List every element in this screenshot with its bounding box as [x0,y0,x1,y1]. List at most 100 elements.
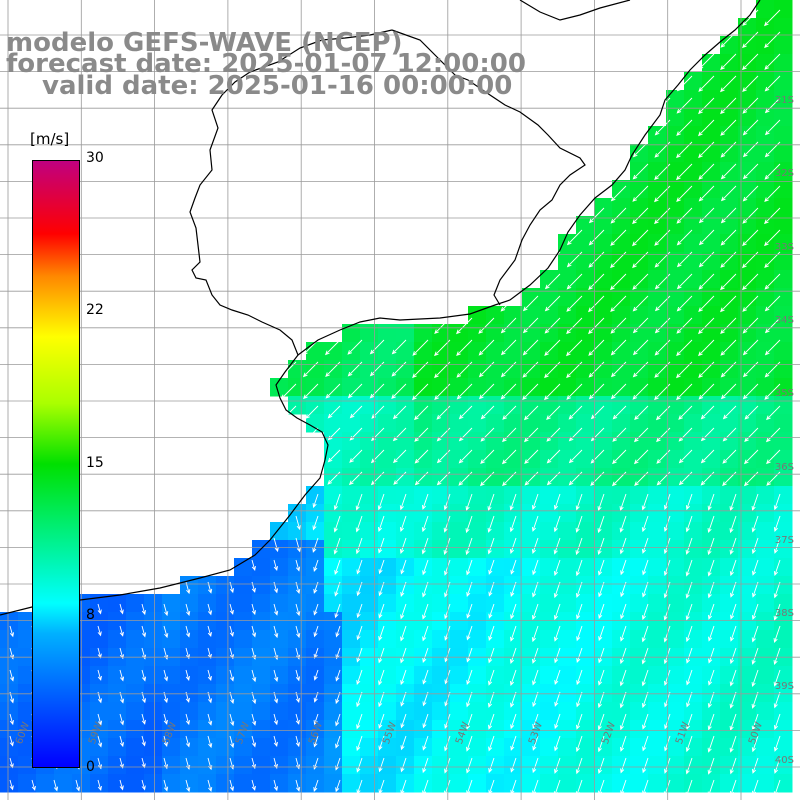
wind-cell [774,270,793,289]
wind-arrow [422,603,429,620]
wind-cell [522,774,541,793]
wind-cell [468,684,487,703]
wind-cell [396,558,415,577]
wind-arrow [698,207,715,224]
wind-cell [252,630,271,649]
wind-cell [738,432,757,451]
wind-cell [270,720,289,739]
wind-cell [540,432,559,451]
wind-cell [738,54,757,73]
wind-cell [774,450,793,469]
wind-cell [630,522,649,541]
wind-cell [702,342,721,361]
wind-arrow [378,691,385,708]
wind-cell [756,522,775,541]
wind-cell [234,612,253,631]
wind-cell [414,432,433,451]
wind-cell [414,504,433,523]
wind-arrow [764,185,781,202]
wind-cell [774,180,793,199]
wind-cell [414,684,433,703]
wind-cell [684,144,703,163]
wind-arrow [502,405,517,420]
wind-cell [432,774,451,793]
wind-cell [738,126,757,145]
wind-cell [108,774,127,793]
wind-cell [342,756,361,775]
wind-arrow [9,735,14,747]
wind-cell [216,738,235,757]
wind-cell [540,702,559,721]
wind-cell [702,270,721,289]
wind-arrow [378,713,385,729]
wind-cell [432,378,451,397]
wind-arrow [730,625,737,642]
wind-arrow [685,559,693,577]
wind-arrow [377,493,385,511]
colorbar-units: [m/s] [30,130,70,148]
wind-cell [702,90,721,109]
wind-cell [540,612,559,631]
wind-cell [630,774,649,793]
wind-arrow [391,383,407,399]
wind-arrow [707,603,715,620]
wind-cell [126,702,145,721]
coastline [0,29,393,616]
wind-cell [216,612,235,631]
wind-arrow [207,779,213,792]
wind-arrow [523,427,539,443]
wind-arrow [207,669,212,682]
wind-cell [198,738,217,757]
wind-arrow [295,515,301,531]
wind-cell [504,324,523,343]
wind-cell [774,414,793,433]
wind-cell [360,612,379,631]
wind-cell [702,450,721,469]
wind-arrow [707,515,715,534]
wind-arrow [335,713,341,727]
wind-arrows [9,9,781,797]
wind-arrow [510,735,517,751]
wind-arrow [707,757,715,775]
wind-cell [180,576,199,595]
wind-cell [666,630,685,649]
wind-arrow [400,735,407,751]
wind-cell [450,450,469,469]
wind-cell [738,216,757,235]
wind-arrow [163,669,169,682]
wind-arrow [488,603,495,619]
wind-arrow [392,427,407,442]
wind-cell [702,396,721,415]
wind-cell [576,486,595,505]
wind-arrow [356,779,363,795]
wind-arrow [531,515,539,532]
wind-cell [468,558,487,577]
wind-cell [36,774,55,793]
wind-cell [432,522,451,541]
wind-cell [198,720,217,739]
wind-cell [594,378,613,397]
wind-cell [486,432,505,451]
wind-cell [378,396,397,415]
wind-cell [378,540,397,559]
wind-cell [414,378,433,397]
wind-cell [162,756,181,775]
wind-cell [270,684,289,703]
wind-cell [594,756,613,775]
wind-cell [540,324,559,343]
wind-cell [360,540,379,559]
wind-cell [360,396,379,415]
wind-cell [432,720,451,739]
wind-arrow [378,537,385,554]
wind-cell [162,594,181,613]
wind-cell [774,468,793,487]
wind-cell [540,594,559,613]
wind-arrow [633,427,649,443]
wind-cell [612,180,631,199]
wind-cell [522,432,541,451]
wind-cell [360,360,379,379]
wind-cell [720,720,739,739]
wind-cell [18,702,37,721]
wind-cell [666,522,685,541]
wind-cell [738,666,757,685]
